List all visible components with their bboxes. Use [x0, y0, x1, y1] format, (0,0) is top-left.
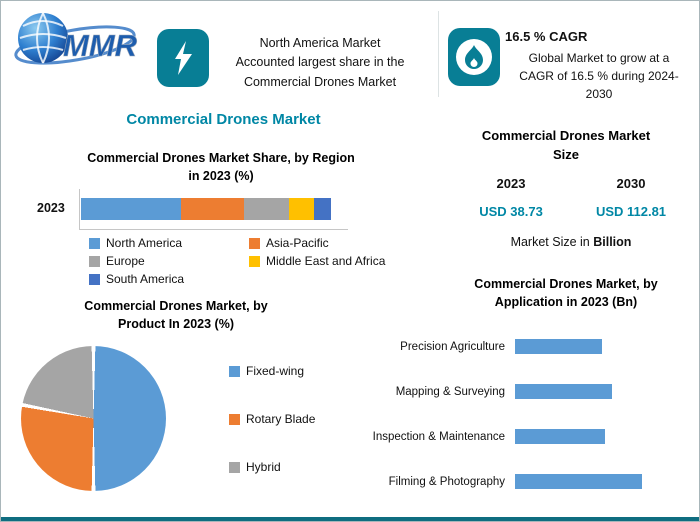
cagr-badge	[448, 28, 500, 86]
legend-item: Fixed-wing	[229, 363, 315, 379]
legend-item: South America	[89, 271, 249, 287]
legend-item: North America	[89, 235, 249, 251]
region-bar-segment	[243, 198, 289, 220]
header-divider	[438, 11, 439, 97]
application-bar	[515, 429, 605, 444]
application-bar-row: Inspection & Maintenance	[353, 414, 693, 459]
lightning-icon	[175, 41, 192, 75]
market-size-year-2030: 2030	[616, 176, 646, 191]
cagr-body: Global Market to grow at a CAGR of 16.5 …	[519, 50, 679, 101]
legend-swatch	[89, 237, 100, 249]
legend-swatch	[229, 365, 240, 377]
product-chart-title: Commercial Drones Market, by Product In …	[84, 299, 268, 332]
legend-swatch	[89, 255, 100, 267]
region-chart-title: Commercial Drones Market Share, by Regio…	[87, 151, 355, 184]
region-bar-segment	[288, 198, 314, 220]
application-bar	[515, 474, 643, 489]
cagr-block: 16.5 % CAGR Global Market to grow at a C…	[505, 27, 693, 103]
product-pie	[21, 346, 166, 491]
legend-label: Hybrid	[246, 460, 281, 474]
application-bar-label: Mapping & Surveying	[395, 385, 505, 398]
highlight-badge	[157, 29, 209, 87]
market-size-note-unit: Billion	[593, 235, 632, 249]
application-bar-label: Precision Agriculture	[400, 340, 505, 353]
region-stacked-bar	[81, 198, 331, 220]
legend-swatch	[249, 237, 260, 249]
bottom-accent-bar	[1, 517, 699, 521]
market-size-note-prefix: Market Size in	[510, 235, 594, 249]
market-size-year-2023: 2023	[496, 176, 526, 191]
application-bar-track	[515, 429, 652, 444]
legend-item: Rotary Blade	[229, 411, 315, 427]
market-size-values: USD 38.73 USD 112.81	[451, 204, 691, 219]
globe-icon: MMR	[14, 12, 138, 65]
market-size-years: 2023 2030	[451, 176, 691, 191]
legend-label: Rotary Blade	[246, 412, 316, 426]
region-chart-axes	[79, 189, 348, 230]
page-title: Commercial Drones Market	[126, 111, 321, 128]
region-bar-segment	[81, 198, 181, 220]
application-chart-title: Commercial Drones Market, by Application…	[474, 277, 658, 310]
market-size-note: Market Size in Billion	[451, 235, 691, 249]
highlight-text: North America Market Accounted largest s…	[235, 36, 405, 89]
application-bar	[515, 384, 613, 399]
legend-item: Middle East and Africa	[249, 253, 409, 269]
legend-item: Hybrid	[229, 459, 315, 475]
market-size-value-2023: USD 38.73	[479, 204, 543, 219]
legend-label: Asia-Pacific	[266, 236, 329, 250]
application-bar-track	[515, 339, 652, 354]
application-bar-row: Filming & Photography	[353, 459, 693, 504]
region-bar-segment	[181, 198, 244, 220]
application-bars: Precision Agriculture Mapping & Surveying…	[353, 324, 693, 504]
legend-swatch	[229, 413, 240, 425]
application-bar-label: Inspection & Maintenance	[372, 430, 505, 443]
region-year-label: 2023	[37, 201, 65, 215]
market-size-title: Commercial Drones Market Size	[481, 128, 651, 162]
legend-label: Europe	[106, 254, 145, 268]
flame-icon	[456, 39, 492, 75]
region-legend: North America Asia-Pacific Europe Middle Ea…	[89, 235, 411, 289]
region-bar-segment	[313, 198, 331, 220]
legend-label: Middle East and Africa	[266, 254, 386, 268]
cagr-title: 16.5 % CAGR	[505, 29, 588, 44]
mmr-logo: MMR	[11, 7, 149, 77]
product-legend: Fixed-wing Rotary Blade Hybrid	[229, 363, 315, 477]
legend-label: South America	[106, 272, 185, 286]
legend-label: Fixed-wing	[246, 364, 305, 378]
legend-swatch	[89, 273, 100, 285]
application-bar-track	[515, 384, 652, 399]
application-bar-track	[515, 474, 652, 489]
application-bar	[515, 339, 603, 354]
market-size-value-2030: USD 112.81	[595, 204, 667, 219]
legend-swatch	[249, 255, 260, 267]
application-bar-label: Filming & Photography	[388, 475, 505, 488]
application-bar-row: Mapping & Surveying	[353, 369, 693, 414]
application-bar-row: Precision Agriculture	[353, 324, 693, 369]
legend-item: Asia-Pacific	[249, 235, 409, 251]
legend-label: North America	[106, 236, 183, 250]
legend-swatch	[229, 461, 240, 473]
legend-item: Europe	[89, 253, 249, 269]
logo-text: MMR	[63, 28, 138, 63]
